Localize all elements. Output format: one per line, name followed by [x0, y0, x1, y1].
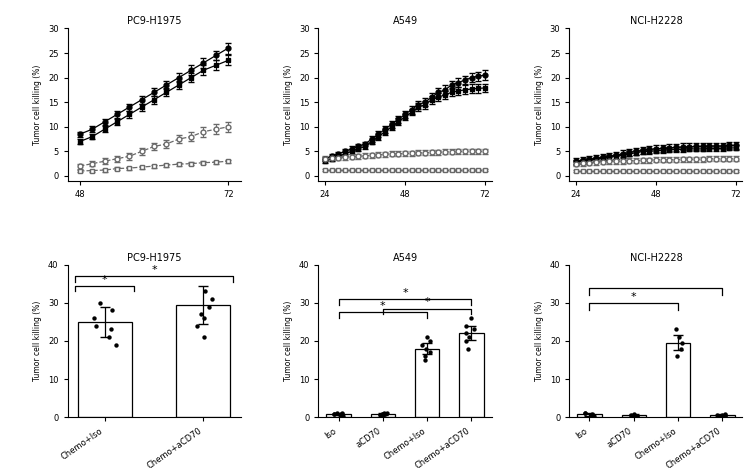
Point	[460, 329, 472, 337]
Point	[676, 339, 688, 346]
Text: *: *	[152, 265, 157, 275]
Point	[420, 345, 432, 352]
Bar	[78, 322, 132, 417]
Title: A549: A549	[392, 253, 418, 263]
Point	[328, 410, 340, 418]
Bar	[710, 415, 735, 417]
Point	[719, 410, 731, 418]
Point	[377, 412, 389, 419]
Bar	[459, 333, 484, 417]
Point	[90, 322, 102, 329]
Text: *: *	[102, 274, 108, 284]
Point	[377, 410, 389, 418]
Point	[631, 412, 643, 420]
Y-axis label: Tumor cell killing (%): Tumor cell killing (%)	[284, 301, 293, 381]
Point	[674, 333, 686, 341]
Point	[110, 341, 122, 348]
Point	[628, 410, 640, 418]
Text: *: *	[631, 292, 637, 301]
Point	[374, 411, 386, 419]
Y-axis label: Tumor cell killing (%): Tumor cell killing (%)	[33, 64, 42, 145]
Point	[586, 410, 598, 418]
Y-axis label: Tumor cell killing (%): Tumor cell killing (%)	[536, 301, 544, 381]
Bar	[578, 414, 602, 417]
Point	[424, 337, 436, 345]
Point	[328, 410, 340, 418]
Point	[202, 303, 214, 310]
Text: *: *	[402, 288, 408, 298]
Point	[416, 341, 428, 348]
Point	[671, 352, 683, 360]
Point	[628, 411, 640, 419]
Point	[716, 411, 728, 419]
Title: NCI-H2228: NCI-H2228	[629, 16, 682, 26]
Point	[462, 345, 474, 352]
Point	[419, 356, 430, 364]
Point	[106, 307, 118, 314]
Bar	[415, 348, 440, 417]
Bar	[370, 414, 395, 417]
Point	[198, 314, 210, 322]
Point	[200, 288, 211, 295]
Title: A549: A549	[392, 16, 418, 26]
Point	[465, 314, 477, 322]
Point	[94, 299, 106, 307]
Bar	[666, 343, 690, 417]
Point	[579, 410, 591, 417]
Point	[579, 409, 591, 416]
Point	[195, 310, 207, 318]
Point	[380, 410, 392, 418]
Point	[419, 352, 430, 360]
Point	[625, 411, 637, 419]
Point	[424, 348, 436, 356]
Point	[335, 410, 347, 418]
Point	[463, 333, 475, 341]
Point	[714, 412, 726, 420]
Point	[378, 409, 390, 417]
Point	[334, 411, 346, 419]
Bar	[176, 305, 230, 417]
Point	[103, 333, 115, 341]
Point	[381, 410, 393, 417]
Bar	[622, 415, 646, 417]
Point	[338, 412, 350, 419]
Point	[460, 337, 472, 345]
Point	[336, 410, 348, 417]
Point	[460, 322, 472, 329]
Point	[469, 326, 481, 333]
Point	[105, 326, 117, 333]
Y-axis label: Tumor cell killing (%): Tumor cell killing (%)	[33, 301, 42, 381]
Title: PC9-H1975: PC9-H1975	[127, 16, 182, 26]
Point	[674, 345, 686, 352]
Point	[670, 326, 682, 333]
Y-axis label: Tumor cell killing (%): Tumor cell killing (%)	[536, 64, 544, 145]
Text: *: *	[380, 301, 386, 311]
Point	[588, 412, 600, 419]
Point	[198, 333, 210, 341]
Point	[711, 411, 723, 419]
Text: *: *	[424, 297, 430, 307]
Point	[626, 412, 638, 419]
Title: NCI-H2228: NCI-H2228	[629, 253, 682, 263]
Point	[331, 409, 343, 417]
Bar	[326, 414, 351, 417]
Point	[88, 314, 101, 322]
Point	[376, 410, 388, 418]
Point	[421, 333, 433, 341]
Point	[206, 295, 218, 303]
Y-axis label: Tumor cell killing (%): Tumor cell killing (%)	[284, 64, 293, 145]
Point	[718, 412, 730, 419]
Point	[585, 411, 597, 419]
Title: PC9-H1975: PC9-H1975	[127, 253, 182, 263]
Point	[190, 322, 202, 329]
